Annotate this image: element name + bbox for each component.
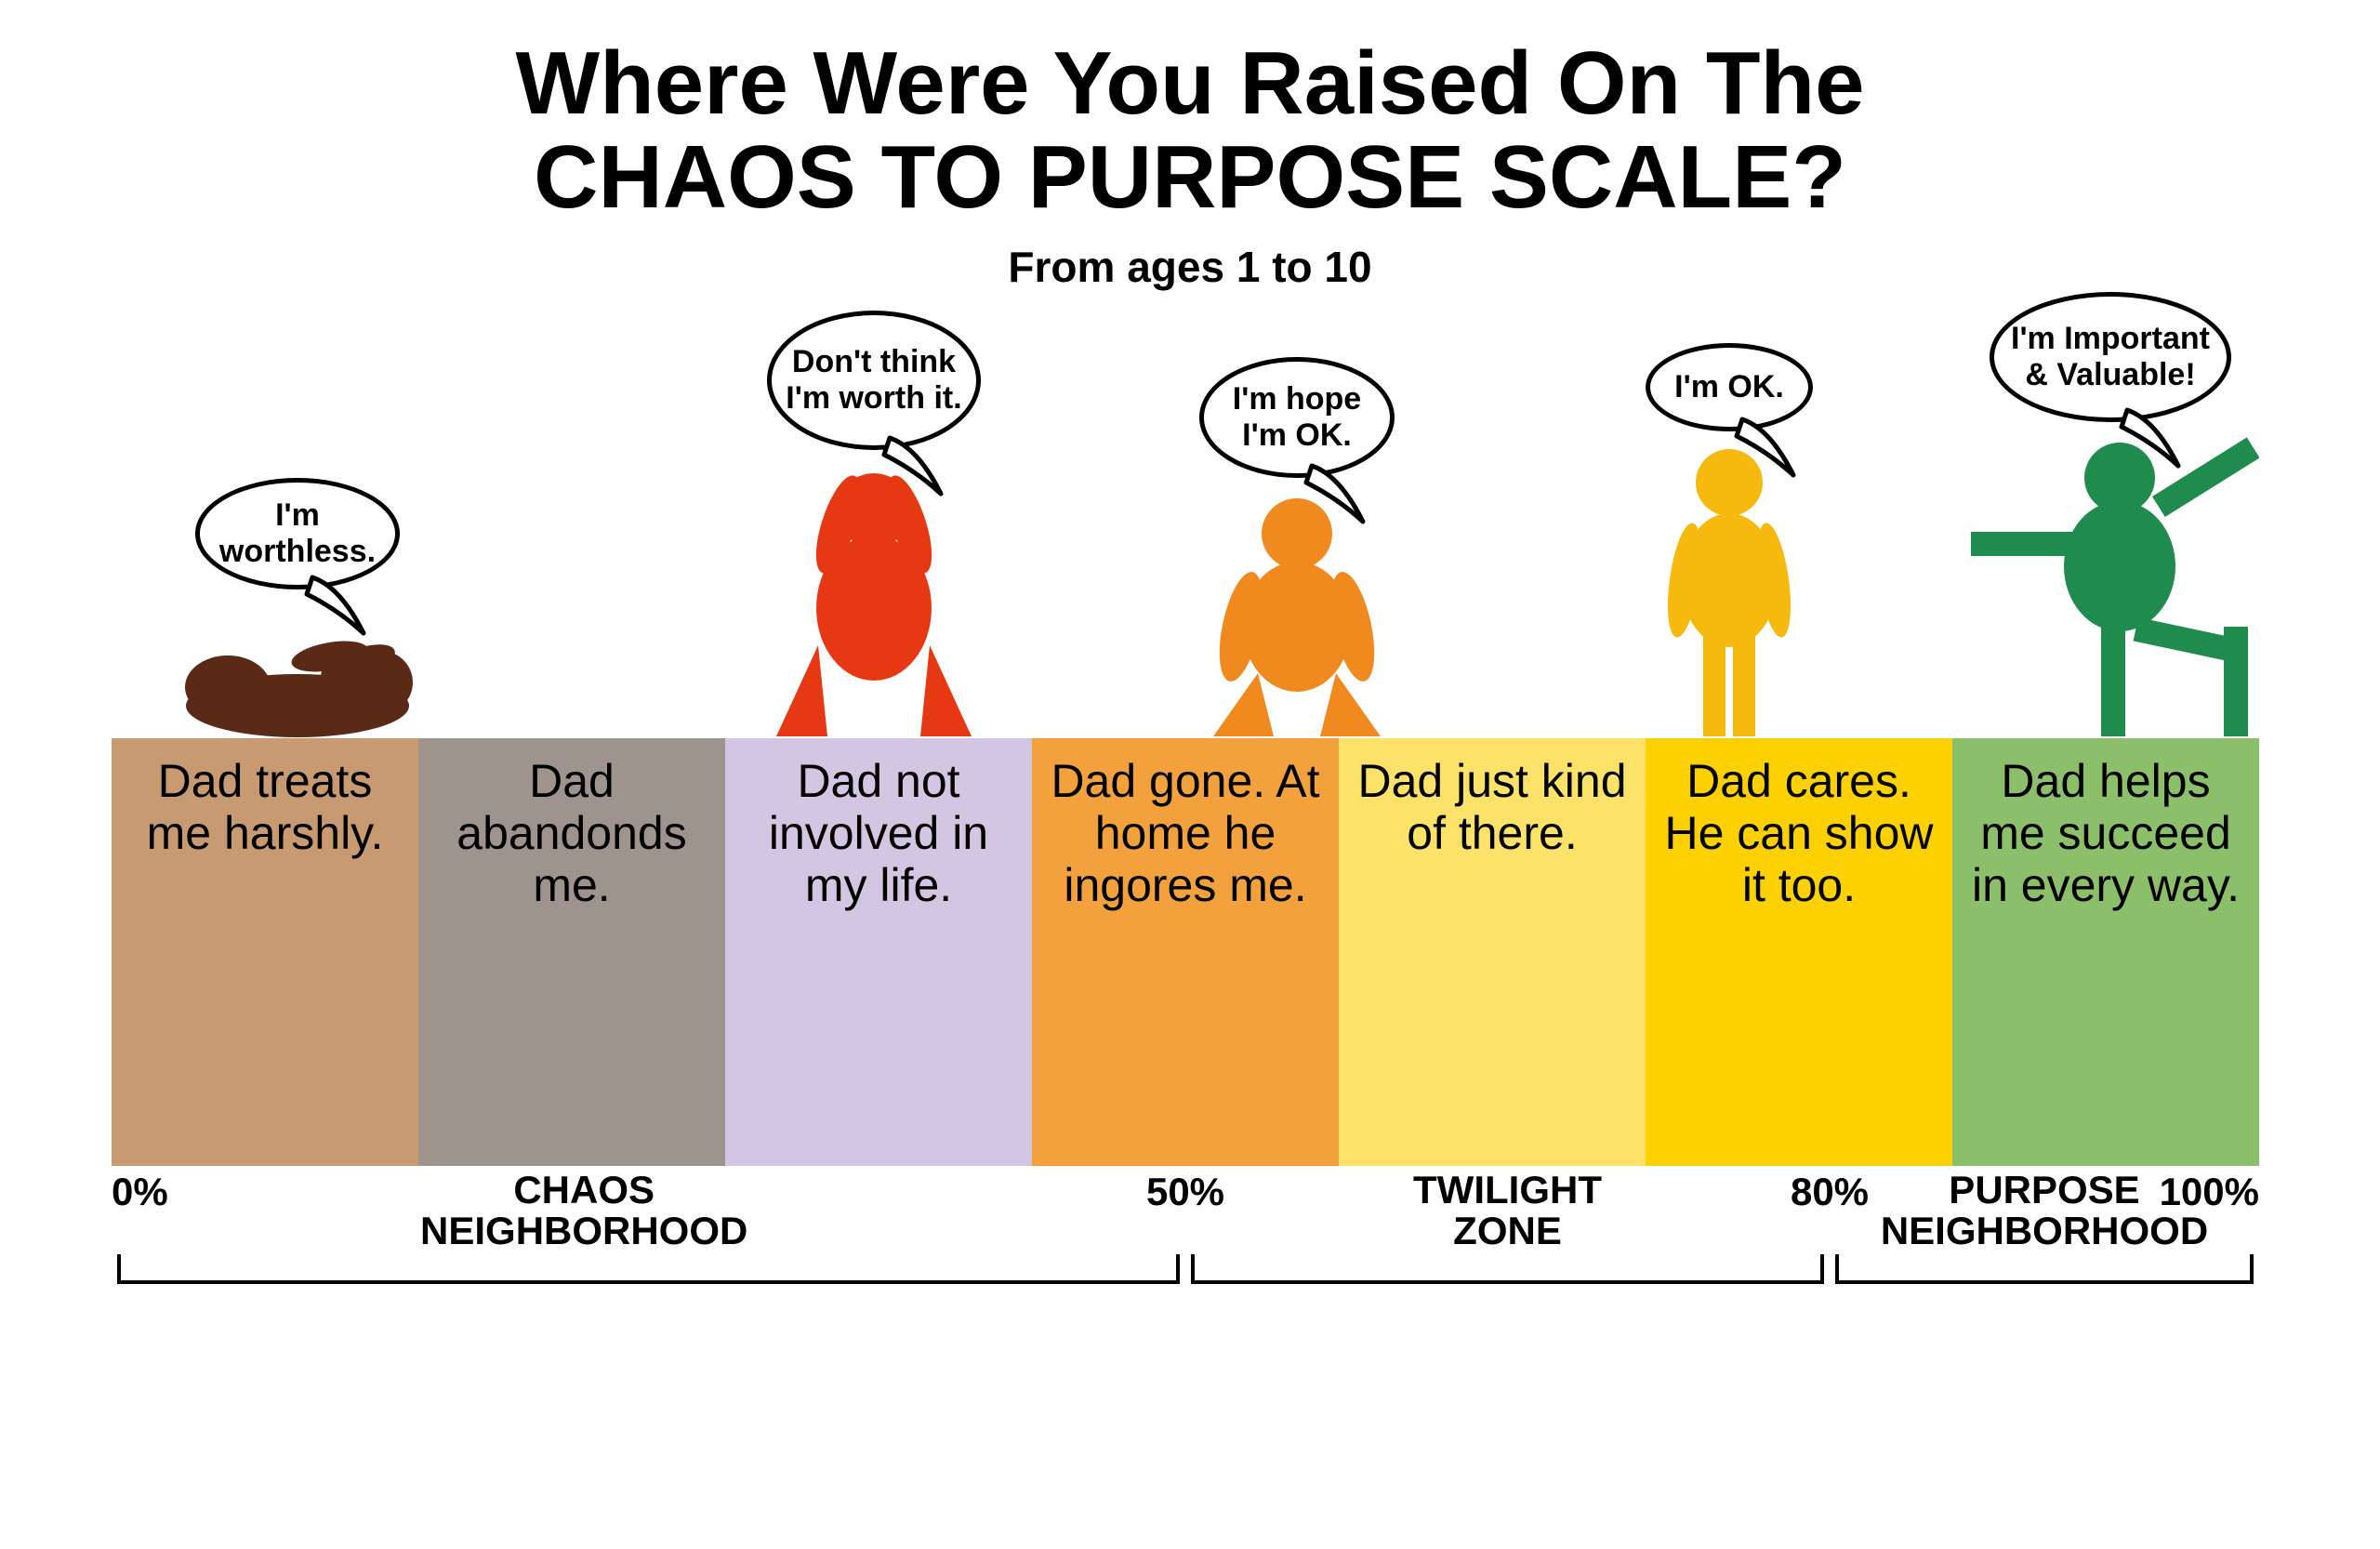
figure-fig1: I'm worthless.: [144, 478, 451, 738]
person-icon: [1962, 431, 2259, 738]
figures-row: I'm worthless. Don't think I'm worth it.…: [112, 301, 2268, 738]
axis-tick: 50%: [1146, 1170, 1224, 1214]
speech-bubble: I'm Important & Valuable!: [1990, 292, 2231, 422]
scale-box-7: Dad helps me succeed in every way.: [1952, 738, 2259, 1166]
subtitle: From ages 1 to 10: [112, 242, 2268, 292]
scale-axis: 0%50%80%100%CHAOS NEIGHBORHOODTWILIGHT Z…: [112, 1166, 2259, 1296]
person-icon: [1636, 441, 1822, 738]
figure-fig3: I'm hope I'm OK.: [1144, 357, 1450, 738]
scale-box-4: Dad gone. At home he ingores me.: [1032, 738, 1339, 1166]
speech-bubble: Don't think I'm worth it.: [767, 311, 981, 450]
axis-tick: 0%: [112, 1170, 168, 1214]
speech-bubble: I'm hope I'm OK.: [1199, 357, 1395, 478]
scale-boxes: Dad treats me harshly.Dad abandonds me.D…: [112, 738, 2259, 1166]
scale-box-3: Dad not involved in my life.: [725, 738, 1032, 1166]
scale-box-1: Dad treats me harshly.: [112, 738, 418, 1166]
axis-bracket: [117, 1254, 1180, 1284]
person-icon: [144, 599, 451, 738]
axis-zone-label: PURPOSE NEIGHBORHOOD: [1881, 1170, 2208, 1251]
axis-zone-label: TWILIGHT ZONE: [1413, 1170, 1602, 1251]
speech-bubble: I'm worthless.: [195, 478, 400, 589]
figure-fig5: I'm Important & Valuable!: [1957, 292, 2264, 738]
axis-zone-label: CHAOS NEIGHBORHOOD: [420, 1170, 747, 1251]
page-title: Where Were You Raised On The CHAOS TO PU…: [112, 37, 2268, 225]
axis-bracket: [1191, 1254, 1824, 1284]
scale-box-2: Dad abandonds me.: [418, 738, 725, 1166]
scale-box-6: Dad cares. He can show it too.: [1646, 738, 1952, 1166]
figure-fig2: Don't think I'm worth it.: [721, 311, 1027, 738]
speech-bubble: I'm OK.: [1646, 343, 1813, 431]
title-line2: CHAOS TO PURPOSE SCALE?: [112, 131, 2268, 225]
figure-fig4: I'm OK.: [1576, 343, 1883, 738]
axis-bracket: [1835, 1254, 2254, 1284]
title-line1: Where Were You Raised On The: [112, 37, 2268, 131]
scale-box-5: Dad just kind of there.: [1339, 738, 1646, 1166]
axis-tick: 80%: [1791, 1170, 1869, 1214]
infographic: Where Were You Raised On The CHAOS TO PU…: [0, 0, 2380, 1549]
